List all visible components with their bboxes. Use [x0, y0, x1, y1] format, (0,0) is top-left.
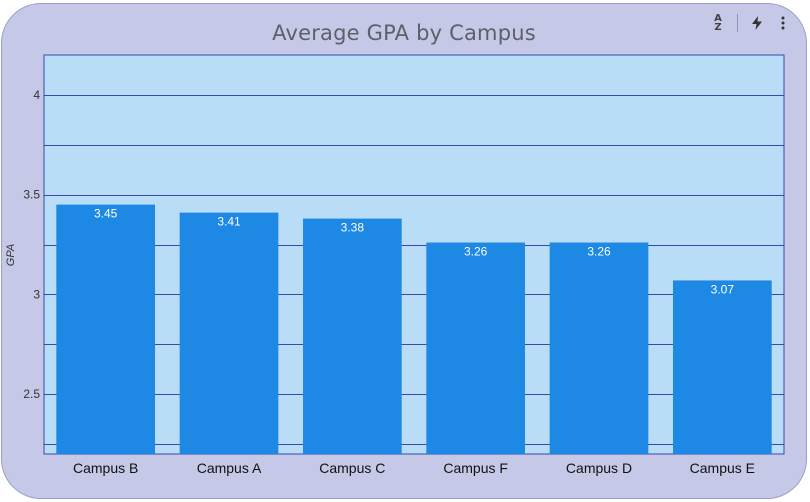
y-axis-label: GPA	[5, 244, 17, 266]
bars	[56, 204, 772, 454]
bar[interactable]	[56, 204, 156, 454]
data-labels: 3.45 3.41 3.38 3.26 3.26 3.07	[94, 207, 734, 297]
bar[interactable]	[303, 218, 402, 454]
plot-area	[43, 54, 785, 455]
x-category-label: Campus A	[197, 460, 262, 476]
insights-button[interactable]	[744, 12, 770, 34]
x-category-label: Campus E	[690, 460, 755, 476]
toolbar-divider	[737, 14, 738, 32]
x-category-label: Campus B	[73, 460, 138, 476]
bar-value-label: 3.26	[587, 245, 611, 259]
y-tick-label: 3	[33, 287, 40, 301]
y-tick-label: 3.5	[23, 188, 40, 202]
chart-title: Average GPA by Campus	[272, 21, 536, 45]
more-vert-icon	[781, 16, 785, 30]
gridlines	[44, 95, 784, 445]
bar-value-label: 3.07	[711, 282, 735, 296]
bar[interactable]	[426, 242, 525, 454]
x-category-label: Campus F	[443, 460, 508, 476]
bar-value-label: 3.45	[94, 207, 118, 221]
x-category-label: Campus D	[566, 460, 632, 476]
x-axis-categories: Campus B Campus A Campus C Campus F Campus D…	[73, 460, 755, 476]
more-options-button[interactable]	[770, 12, 796, 34]
x-category-label: Campus C	[319, 460, 385, 476]
bar-value-label: 3.38	[341, 221, 365, 235]
y-tick-label: 2.5	[23, 387, 40, 401]
bar-value-label: 3.41	[217, 215, 241, 229]
lightning-icon	[752, 16, 762, 30]
y-axis-ticks: 2.5 3 3.5 4	[23, 88, 40, 401]
bar[interactable]	[179, 212, 279, 454]
y-tick-label: 4	[33, 88, 40, 102]
bar[interactable]	[549, 242, 649, 454]
bar[interactable]	[673, 280, 772, 454]
bar-value-label: 3.26	[464, 245, 488, 259]
